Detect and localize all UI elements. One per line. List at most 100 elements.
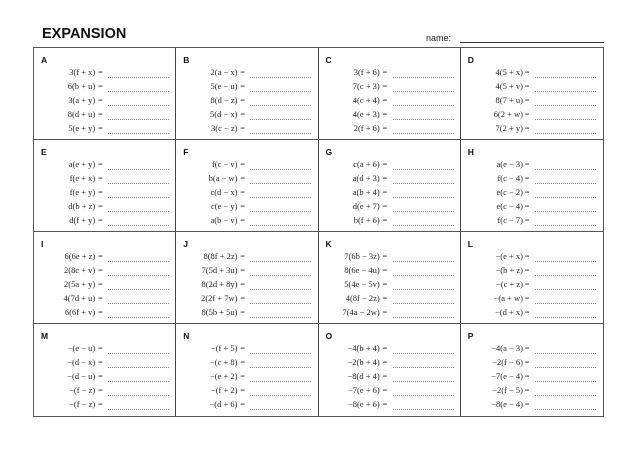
answer-line[interactable] (108, 105, 169, 106)
answer-line[interactable] (108, 289, 169, 290)
answer-line[interactable] (392, 261, 454, 262)
answer-line[interactable] (534, 317, 596, 318)
answer-line[interactable] (108, 317, 169, 318)
answer-line[interactable] (392, 275, 454, 276)
expression: 6(6f + v) (64, 307, 96, 317)
answer-line[interactable] (250, 169, 312, 170)
answer-line[interactable] (250, 133, 312, 134)
answer-line[interactable] (534, 211, 596, 212)
answer-line[interactable] (250, 317, 312, 318)
answer-line[interactable] (534, 197, 596, 198)
expression: 7(6b − 3z) (344, 251, 380, 261)
answer-line[interactable] (534, 275, 596, 276)
answer-line[interactable] (108, 353, 169, 354)
answer-line[interactable] (250, 211, 312, 212)
expression: a(e + y) (68, 159, 96, 169)
answer-line[interactable] (108, 261, 169, 262)
answer-line[interactable] (250, 183, 312, 184)
answer-line[interactable] (534, 381, 596, 382)
answer-line[interactable] (392, 381, 454, 382)
equals-sign: = (240, 399, 246, 409)
equals-sign: = (524, 95, 530, 105)
answer-line[interactable] (250, 225, 312, 226)
name-field[interactable] (460, 42, 604, 43)
answer-line[interactable] (108, 225, 169, 226)
problem-row: −(f + 2) = (176, 385, 317, 399)
answer-line[interactable] (534, 169, 596, 170)
answer-line[interactable] (534, 303, 596, 304)
equals-sign: = (382, 293, 388, 303)
problem-row: 4(c + 4) = (319, 95, 460, 109)
expression: −4(b + 4) (347, 343, 380, 353)
answer-line[interactable] (108, 409, 169, 410)
answer-line[interactable] (108, 197, 169, 198)
answer-line[interactable] (392, 133, 454, 134)
answer-line[interactable] (392, 409, 454, 410)
answer-line[interactable] (108, 183, 169, 184)
answer-line[interactable] (108, 367, 169, 368)
answer-line[interactable] (108, 275, 169, 276)
answer-line[interactable] (250, 77, 312, 78)
answer-line[interactable] (250, 261, 312, 262)
answer-line[interactable] (392, 395, 454, 396)
answer-line[interactable] (534, 367, 596, 368)
answer-line[interactable] (534, 77, 596, 78)
answer-line[interactable] (250, 91, 312, 92)
answer-line[interactable] (392, 105, 454, 106)
answer-line[interactable] (250, 367, 312, 368)
answer-line[interactable] (250, 303, 312, 304)
equals-sign: = (382, 307, 388, 317)
answer-line[interactable] (392, 317, 454, 318)
answer-line[interactable] (534, 133, 596, 134)
answer-line[interactable] (392, 183, 454, 184)
answer-line[interactable] (534, 119, 596, 120)
answer-line[interactable] (108, 395, 169, 396)
answer-line[interactable] (534, 225, 596, 226)
expression: d(b + z) (68, 201, 96, 211)
answer-line[interactable] (108, 303, 169, 304)
section-o: O −4(b + 4) = −2(b + 4) = −8(d + 4) = −7… (319, 324, 461, 416)
answer-line[interactable] (250, 105, 312, 106)
answer-line[interactable] (392, 303, 454, 304)
answer-line[interactable] (108, 77, 169, 78)
answer-line[interactable] (250, 353, 312, 354)
equals-sign: = (524, 215, 530, 225)
answer-line[interactable] (250, 381, 312, 382)
answer-line[interactable] (392, 169, 454, 170)
answer-line[interactable] (108, 119, 169, 120)
answer-line[interactable] (392, 353, 454, 354)
equals-sign: = (98, 173, 103, 183)
answer-line[interactable] (534, 183, 596, 184)
answer-line[interactable] (250, 119, 312, 120)
answer-line[interactable] (392, 91, 454, 92)
answer-line[interactable] (392, 367, 454, 368)
answer-line[interactable] (392, 197, 454, 198)
answer-line[interactable] (250, 409, 312, 410)
section-letter: L (467, 239, 473, 249)
answer-line[interactable] (108, 381, 169, 382)
answer-line[interactable] (108, 169, 169, 170)
section-c: C 3(f + 6) = 7(c + 3) = 4(c + 4) = 4(e +… (318, 48, 461, 140)
answer-line[interactable] (108, 211, 169, 212)
answer-line[interactable] (534, 91, 596, 92)
answer-line[interactable] (392, 225, 454, 226)
answer-line[interactable] (250, 275, 312, 276)
answer-line[interactable] (534, 105, 596, 106)
answer-line[interactable] (534, 261, 596, 262)
answer-line[interactable] (250, 395, 312, 396)
expression: 8(2d + 8y) (201, 279, 238, 289)
answer-line[interactable] (392, 289, 454, 290)
answer-line[interactable] (534, 353, 596, 354)
answer-line[interactable] (534, 289, 596, 290)
problem-row: −(d − x) = (34, 357, 175, 371)
answer-line[interactable] (534, 409, 596, 410)
answer-line[interactable] (392, 211, 454, 212)
answer-line[interactable] (250, 289, 312, 290)
answer-line[interactable] (392, 119, 454, 120)
answer-line[interactable] (250, 197, 312, 198)
answer-line[interactable] (534, 395, 596, 396)
answer-line[interactable] (108, 91, 169, 92)
expression: 2(f + 6) (353, 123, 380, 133)
answer-line[interactable] (108, 133, 169, 134)
answer-line[interactable] (392, 77, 454, 78)
